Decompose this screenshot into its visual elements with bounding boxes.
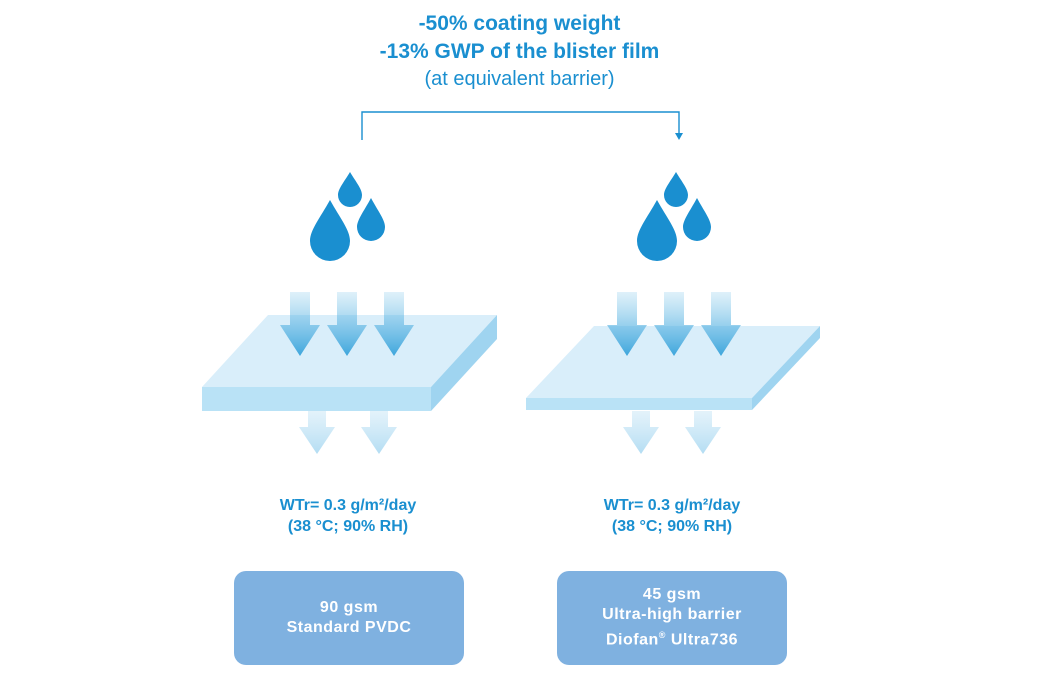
down-arrow-icon bbox=[607, 292, 647, 356]
right-outgoing-arrows bbox=[623, 411, 721, 454]
left-box-type: Standard PVDC bbox=[286, 619, 412, 636]
left-incoming-arrows bbox=[280, 292, 414, 356]
registered-mark: ® bbox=[658, 630, 666, 641]
water-drop-icon bbox=[637, 200, 677, 261]
bracket-arrowhead bbox=[675, 133, 683, 140]
down-arrow-icon bbox=[701, 292, 741, 356]
down-arrow-icon bbox=[280, 292, 320, 356]
headline-gwp: -13% GWP of the blister film bbox=[379, 40, 660, 63]
right-water-drops bbox=[637, 172, 711, 261]
product-code: Ultra736 bbox=[670, 631, 739, 649]
water-drop-icon bbox=[338, 172, 362, 207]
left-box-weight: 90 gsm bbox=[319, 599, 379, 616]
down-arrow-icon bbox=[374, 292, 414, 356]
headline-note: (at equivalent barrier) bbox=[424, 68, 615, 90]
right-box-weight: 45 gsm bbox=[642, 586, 702, 604]
down-arrow-icon bbox=[685, 411, 721, 454]
down-arrow-icon bbox=[623, 411, 659, 454]
right-incoming-arrows bbox=[607, 292, 741, 356]
right-box-product: Diofan® Ultra736 bbox=[557, 625, 787, 650]
water-drop-icon bbox=[683, 198, 711, 241]
left-wtr-conditions: (38 °C; 90% RH) bbox=[287, 518, 409, 535]
left-wtr-label: WTr= 0.3 g/m²/day (38 °C; 90% RH) bbox=[218, 495, 478, 537]
water-drop-icon bbox=[357, 198, 385, 241]
right-coating-box: 45 gsm Ultra-high barrier Diofan® Ultra7… bbox=[557, 571, 787, 665]
right-wtr-label: WTr= 0.3 g/m²/day (38 °C; 90% RH) bbox=[542, 495, 802, 537]
down-arrow-icon bbox=[361, 411, 397, 454]
left-wtr-value: WTr= 0.3 g/m²/day bbox=[279, 497, 417, 514]
right-slab bbox=[526, 326, 820, 410]
product-name: Diofan bbox=[605, 631, 659, 649]
down-arrow-icon bbox=[299, 411, 335, 454]
left-outgoing-arrows bbox=[299, 411, 397, 454]
water-drop-icon bbox=[310, 200, 350, 261]
left-water-drops bbox=[310, 172, 385, 261]
right-wtr-conditions: (38 °C; 90% RH) bbox=[611, 518, 733, 535]
down-arrow-icon bbox=[654, 292, 694, 356]
down-arrow-icon bbox=[327, 292, 367, 356]
comparison-bracket bbox=[361, 111, 680, 140]
right-wtr-value: WTr= 0.3 g/m²/day bbox=[603, 497, 741, 514]
headline-coating-weight: -50% coating weight bbox=[418, 12, 621, 35]
right-box-type: Ultra-high barrier bbox=[602, 606, 742, 624]
left-coating-box: 90 gsm Standard PVDC bbox=[234, 571, 464, 665]
water-drop-icon bbox=[664, 172, 688, 207]
